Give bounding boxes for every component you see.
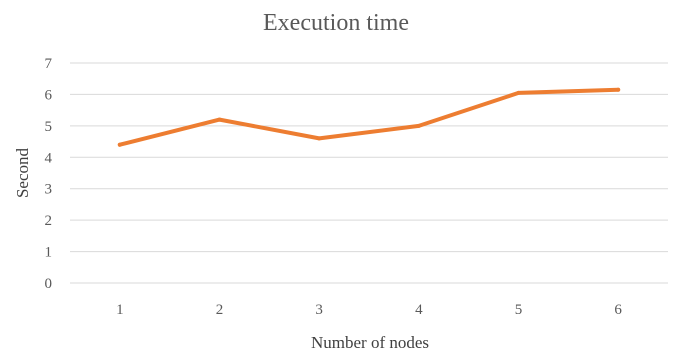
y-tick-label: 4 [45, 150, 53, 166]
y-tick-label: 2 [45, 213, 53, 229]
data-point [516, 90, 521, 95]
x-tick-label: 6 [614, 302, 622, 318]
data-point [616, 87, 621, 92]
data-point [416, 123, 421, 128]
x-tick-label: 3 [315, 302, 323, 318]
y-axis-label: Second [13, 147, 32, 198]
x-tick-label: 4 [415, 302, 423, 318]
series-group [117, 87, 621, 147]
data-point [117, 142, 122, 147]
gridlines [70, 62, 668, 284]
y-axis-ticks: 0 1 2 3 4 5 6 7 [45, 56, 53, 292]
x-tick-label: 5 [515, 302, 523, 318]
y-tick-label: 0 [45, 276, 53, 292]
y-tick-label: 1 [45, 245, 53, 261]
data-point [317, 136, 322, 141]
x-axis-ticks: 1 2 3 4 5 6 [116, 302, 622, 318]
y-tick-label: 5 [45, 119, 53, 135]
series-line-0 [117, 87, 621, 147]
data-point [217, 117, 222, 122]
y-tick-label: 6 [45, 87, 53, 103]
x-axis-label: Number of nodes [311, 333, 429, 352]
y-tick-label: 3 [45, 182, 53, 198]
x-tick-label: 2 [216, 302, 224, 318]
x-tick-label: 1 [116, 302, 124, 318]
y-tick-label: 7 [45, 56, 53, 72]
chart-title: Execution time [263, 10, 409, 36]
